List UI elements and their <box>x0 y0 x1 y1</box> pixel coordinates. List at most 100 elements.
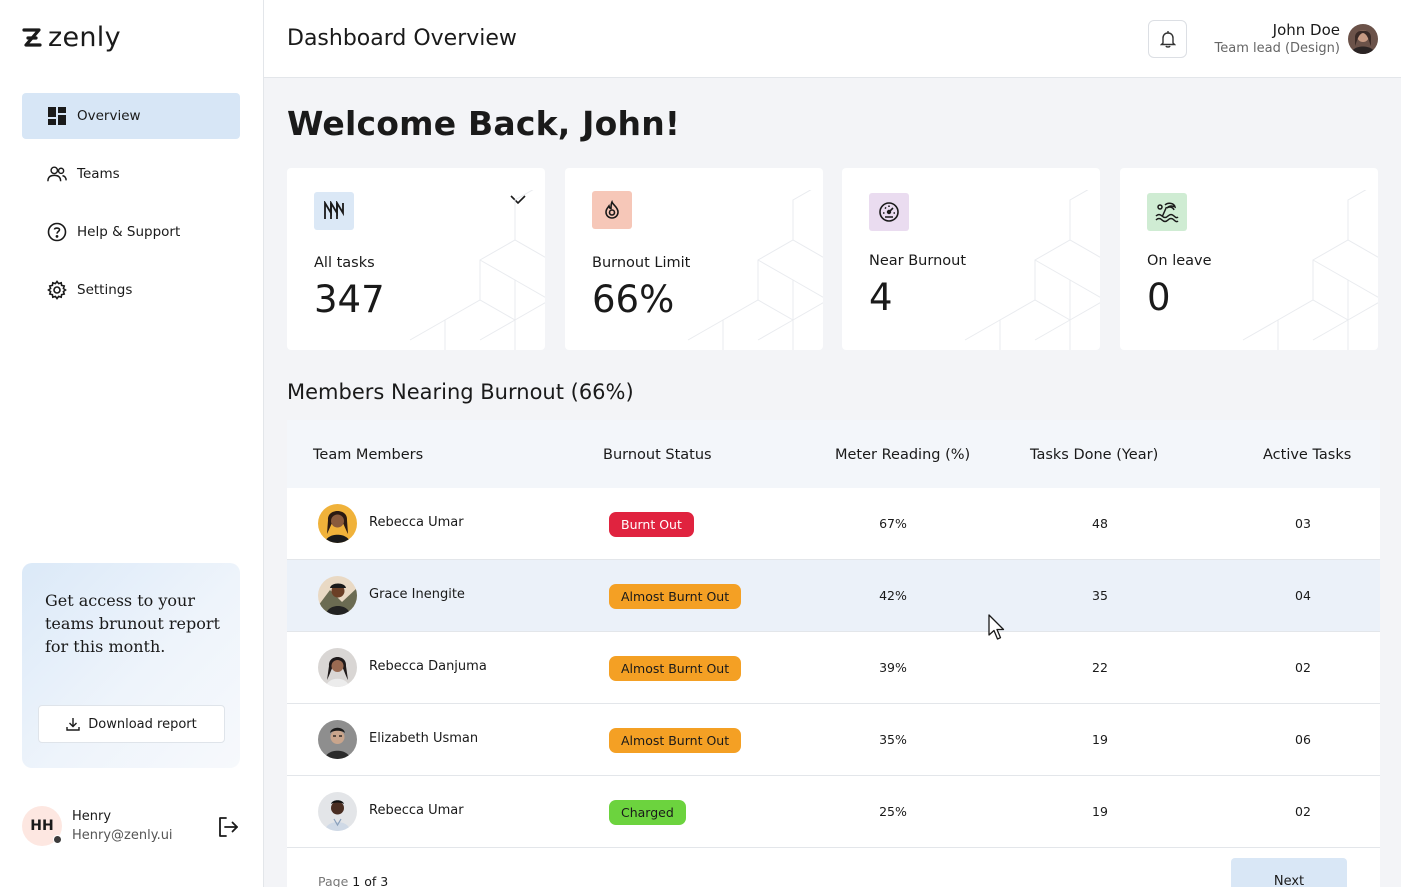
meter-reading: 35% <box>879 732 907 747</box>
active-tasks: 06 <box>1295 732 1311 747</box>
column-header[interactable]: Tasks Done (Year) <box>1030 447 1159 463</box>
next-page-button[interactable]: Next <box>1231 858 1347 887</box>
beach-icon <box>1147 193 1187 231</box>
avatar <box>318 792 357 831</box>
table-row[interactable]: Rebecca Umar Charged 25% 19 02 <box>287 776 1380 848</box>
header-user-name: John Doe <box>1272 21 1340 39</box>
top-header: Dashboard Overview John Doe Team lead (D… <box>264 0 1401 78</box>
pager-current: 1 <box>352 874 361 887</box>
stat-value: 4 <box>869 276 893 319</box>
gear-icon <box>47 280 67 300</box>
active-tasks: 02 <box>1295 660 1311 675</box>
tasks-done: 35 <box>1092 588 1108 603</box>
table-row[interactable]: Rebecca Umar Burnt Out 67% 48 03 <box>287 488 1380 560</box>
column-header[interactable]: Active Tasks <box>1263 447 1352 463</box>
page-title: Dashboard Overview <box>287 26 517 51</box>
logout-icon[interactable] <box>217 816 239 838</box>
column-header[interactable]: Meter Reading (%) <box>835 447 971 463</box>
tasks-done: 19 <box>1092 804 1108 819</box>
online-status-dot <box>53 835 62 844</box>
tasks-icon <box>314 192 354 230</box>
burnout-members-table: Team Members Burnout Status Meter Readin… <box>287 420 1380 887</box>
stat-label: On leave <box>1147 253 1212 269</box>
table-row[interactable]: Grace Inengite Almost Burnt Out 42% 35 0… <box>287 560 1380 632</box>
stat-label: All tasks <box>314 255 375 271</box>
avatar <box>318 648 357 687</box>
tasks-done: 48 <box>1092 516 1108 531</box>
stat-value: 66% <box>592 278 675 321</box>
cube-pattern <box>409 190 545 350</box>
zenly-logo-icon <box>22 27 42 47</box>
pager-mid: of <box>364 874 377 887</box>
sidebar-item-label: Settings <box>77 282 133 298</box>
column-header[interactable]: Burnout Status <box>603 447 712 463</box>
sidebar-item-help[interactable]: Help & Support <box>22 209 240 255</box>
bell-icon <box>1159 31 1176 48</box>
sidebar-item-overview[interactable]: Overview <box>22 93 240 139</box>
member-name: Rebecca Danjuma <box>369 659 487 674</box>
stat-value: 347 <box>314 278 385 321</box>
promo-text: Get access to your teams brunout report … <box>45 591 220 656</box>
status-badge: Almost Burnt Out <box>609 584 742 609</box>
pagination-info: Page 1 of 3 <box>318 874 388 887</box>
user-name: Henry <box>72 809 112 824</box>
welcome-heading: Welcome Back, John! <box>287 104 681 143</box>
grid-icon <box>47 106 67 126</box>
pager-prefix: Page <box>318 874 349 887</box>
table-row[interactable]: Elizabeth Usman Almost Burnt Out 35% 19 … <box>287 704 1380 776</box>
sidebar-item-label: Overview <box>77 108 141 124</box>
meter-reading: 42% <box>879 588 907 603</box>
flame-icon <box>592 191 632 229</box>
download-report-button[interactable]: Download report <box>38 705 225 743</box>
stat-card-on-leave: On leave 0 <box>1120 168 1378 350</box>
stat-card-near-burnout: Near Burnout 4 <box>842 168 1100 350</box>
user-email: Henry@zenly.ui <box>72 828 173 843</box>
stat-value: 0 <box>1147 276 1171 319</box>
main-content: Welcome Back, John! All tasks 347 Burnou… <box>264 78 1401 887</box>
sidebar-item-teams[interactable]: Teams <box>22 151 240 197</box>
stat-label: Burnout Limit <box>592 255 691 271</box>
question-icon <box>47 222 67 242</box>
tasks-done: 19 <box>1092 732 1108 747</box>
cube-pattern <box>964 190 1100 350</box>
brand-name: zenly <box>48 22 121 53</box>
member-name: Rebecca Umar <box>369 515 464 530</box>
table-header: Team Members Burnout Status Meter Readin… <box>287 420 1380 488</box>
meter-reading: 39% <box>879 660 907 675</box>
report-promo-card: Get access to your teams brunout report … <box>22 563 240 768</box>
sidebar-item-settings[interactable]: Settings <box>22 267 240 313</box>
avatar <box>318 576 357 615</box>
cube-pattern <box>1242 190 1378 350</box>
sidebar-nav: Overview Teams Help & Support Settings <box>22 93 240 325</box>
member-name: Elizabeth Usman <box>369 731 479 746</box>
notifications-button[interactable] <box>1148 20 1187 58</box>
tasks-done: 22 <box>1092 660 1108 675</box>
column-header[interactable]: Team Members <box>313 447 424 463</box>
users-icon <box>47 164 67 184</box>
header-user-role: Team lead (Design) <box>1214 41 1340 56</box>
status-badge: Charged <box>609 800 686 825</box>
gauge-icon <box>869 193 909 231</box>
member-name: Rebecca Umar <box>369 803 464 818</box>
stat-label: Near Burnout <box>869 253 967 269</box>
meter-reading: 25% <box>879 804 907 819</box>
chevron-down-icon[interactable] <box>509 194 527 206</box>
avatar[interactable] <box>1348 24 1378 54</box>
active-tasks: 03 <box>1295 516 1311 531</box>
status-badge: Burnt Out <box>609 512 694 537</box>
stat-card-all-tasks: All tasks 347 <box>287 168 545 350</box>
sidebar: zenly Overview Teams Help & Support Sett… <box>0 0 264 887</box>
status-badge: Almost Burnt Out <box>609 656 742 681</box>
pager-total: 3 <box>380 874 389 887</box>
stat-card-burnout-limit: Burnout Limit 66% <box>565 168 823 350</box>
section-title: Members Nearing Burnout (66%) <box>287 380 634 404</box>
member-name: Grace Inengite <box>369 587 465 602</box>
download-report-label: Download report <box>88 716 197 732</box>
meter-reading: 67% <box>879 516 907 531</box>
status-badge: Almost Burnt Out <box>609 728 742 753</box>
sidebar-item-label: Help & Support <box>77 224 181 240</box>
active-tasks: 02 <box>1295 804 1311 819</box>
brand-logo[interactable]: zenly <box>22 22 121 53</box>
table-row[interactable]: Rebecca Danjuma Almost Burnt Out 39% 22 … <box>287 632 1380 704</box>
avatar <box>318 504 357 543</box>
